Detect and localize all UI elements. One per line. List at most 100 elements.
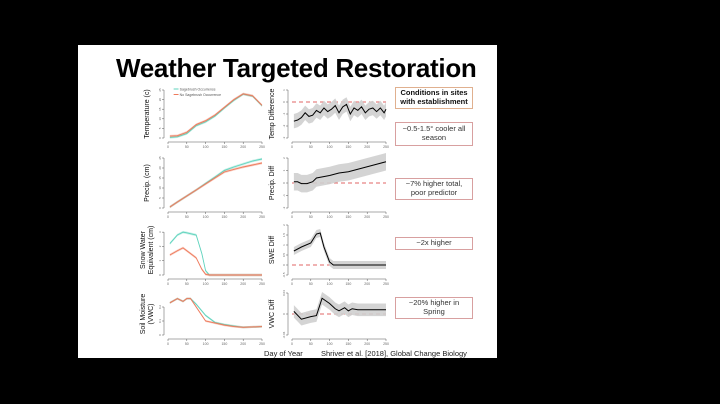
precip_diff-x-tick-label: 200 — [364, 215, 370, 219]
legend-label-0: Sagebrush Occurrence — [180, 87, 216, 91]
precip_diff-y-tick-label: -1 — [282, 194, 286, 197]
swe-y-tick-label: 0 — [158, 274, 162, 276]
vwc_diff-y-tick-label: 0 — [282, 313, 286, 315]
temp-y-tick-label: 5 — [158, 127, 162, 129]
precip-x-tick-label: 200 — [240, 215, 246, 219]
precip_diff-y-label: Precip. Diff — [269, 166, 276, 200]
temp-y-tick-label: 10 — [158, 117, 162, 121]
temp_diff-band-0 — [293, 97, 386, 129]
temp_diff-x-tick-label: 150 — [345, 145, 351, 149]
swe-note-box: ~2x higher — [395, 237, 473, 250]
slide: Weather Targeted Restoration Conditions … — [78, 45, 497, 358]
temp_diff-x-tick-label: 50 — [309, 145, 313, 149]
precip-y-tick-label: 15 — [158, 176, 162, 180]
vwc-x-tick-label: 100 — [203, 342, 209, 346]
precip-y-tick-label: 10 — [158, 186, 162, 190]
precip-series-no-sagebrush-occurrence — [169, 162, 263, 208]
precip_diff-y-tick-label: -2 — [282, 206, 286, 209]
temp_diff-y-tick-label: -3 — [282, 136, 286, 139]
precip_diff-x-tick-label: 150 — [345, 215, 351, 219]
temp-y-tick-label: 25 — [158, 88, 162, 92]
slide-title: Weather Targeted Restoration — [116, 53, 477, 83]
temp-y-tick-label: 20 — [158, 98, 162, 102]
vwc_diff-x-tick-label: 150 — [345, 342, 351, 346]
precip-y-tick-label: 5 — [158, 197, 162, 199]
vwc-x-tick-label: 250 — [259, 342, 265, 346]
precip_diff-x-tick-label: 50 — [309, 215, 313, 219]
swe-series-no-sagebrush-occurrence — [169, 247, 262, 276]
temp_diff-y-tick-label: 1 — [282, 89, 286, 91]
vwc_diff-y-tick-label: 0.04 — [282, 290, 286, 296]
swe-y-label: Equivalent (cm) — [148, 226, 155, 275]
temp_diff-y-tick-label: -2 — [282, 124, 286, 127]
temp-series-sagebrush-occurrence — [169, 93, 263, 138]
swe_diff-x-tick-label: 200 — [364, 282, 370, 286]
vwc_diff-y-label: VWC Diff — [269, 300, 276, 329]
temp_diff-y-tick-label: 0 — [282, 101, 286, 103]
precip-y-tick-label: 20 — [158, 166, 162, 170]
temp-y-label: Temperature (c) — [144, 89, 151, 138]
vwc-note-box: ~20% higher in Spring — [395, 297, 473, 319]
temp-x-tick-label: 150 — [221, 145, 227, 149]
precip-y-label: Precip. (cm) — [144, 164, 151, 202]
vwc-y-tick-label: 0.2 — [158, 305, 162, 310]
swe_diff-y-tick-label: -0.5 — [282, 272, 286, 278]
swe-x-tick-label: 50 — [185, 282, 189, 286]
swe_diff-x-tick-label: 100 — [327, 282, 333, 286]
precip_diff-y-tick-label: 1 — [282, 169, 286, 171]
precip-y-tick-label: 25 — [158, 156, 162, 160]
temp_diff-x-tick-label: 250 — [383, 145, 389, 149]
temp-x-tick-label: 0 — [167, 145, 169, 149]
swe_diff-y-tick-label: 1 — [282, 244, 286, 246]
temp_diff-x-tick-label: 200 — [364, 145, 370, 149]
swe-x-tick-label: 100 — [203, 282, 209, 286]
precip-x-tick-label: 0 — [167, 215, 169, 219]
temp_diff-series-difference — [293, 103, 387, 122]
precip_diff-y-tick-label: 2 — [282, 157, 286, 159]
temp_diff-x-tick-label: 0 — [291, 145, 293, 149]
swe_diff-series-difference — [293, 232, 386, 266]
temp-note-box: ~0.5-1.5° cooler all season — [395, 122, 473, 146]
swe-x-tick-label: 0 — [167, 282, 169, 286]
vwc_diff-x-tick-label: 50 — [309, 342, 313, 346]
vwc-x-tick-label: 150 — [221, 342, 227, 346]
swe_diff-y-tick-label: 0 — [282, 264, 286, 266]
swe-x-tick-label: 200 — [240, 282, 246, 286]
temp_diff-x-tick-label: 100 — [327, 145, 333, 149]
vwc_diff-x-tick-label: 200 — [364, 342, 370, 346]
conditions-heading-box: Conditions in sites with establishment — [395, 87, 473, 109]
swe-band-0 — [169, 230, 262, 277]
swe-y-tick-label: 2 — [158, 245, 162, 247]
swe_diff-y-label: SWE Diff — [269, 236, 276, 264]
vwc-y-tick-label: 0 — [158, 334, 162, 336]
swe_diff-x-tick-label: 50 — [309, 282, 313, 286]
swe_diff-x-tick-label: 250 — [383, 282, 389, 286]
precip_diff-y-tick-label: 0 — [282, 182, 286, 184]
temp_diff-y-label: Temp Difference — [269, 88, 276, 139]
precip-x-tick-label: 100 — [203, 215, 209, 219]
temp-x-tick-label: 100 — [203, 145, 209, 149]
swe_diff-x-tick-label: 0 — [291, 282, 293, 286]
precip-x-tick-label: 150 — [221, 215, 227, 219]
swe_diff-y-tick-label: 2 — [282, 224, 286, 226]
precip_diff-x-tick-label: 100 — [327, 215, 333, 219]
vwc_diff-y-tick-label: -0.04 — [282, 331, 286, 338]
precip-band-1 — [169, 161, 262, 209]
citation: Shriver et al. [2018], Global Change Bio… — [321, 349, 467, 358]
swe-y-tick-label: 3 — [158, 231, 162, 233]
precip-y-tick-label: 0 — [158, 207, 162, 209]
vwc-x-tick-label: 50 — [185, 342, 189, 346]
swe-y-tick-label: 1 — [158, 260, 162, 262]
vwc-y-tick-label: 0.1 — [158, 319, 162, 324]
swe-series-sagebrush-occurrence — [169, 231, 262, 276]
swe-y-label: Snow Water — [140, 230, 147, 269]
temp-x-tick-label: 200 — [240, 145, 246, 149]
vwc_diff-band-0 — [293, 291, 386, 326]
x-axis-label: Day of Year — [264, 349, 303, 358]
swe_diff-x-tick-label: 150 — [345, 282, 351, 286]
vwc-x-tick-label: 200 — [240, 342, 246, 346]
legend-label-1: No Sagebrush Occurrence — [180, 93, 221, 97]
temp-y-tick-label: 0 — [158, 137, 162, 139]
swe-x-tick-label: 150 — [221, 282, 227, 286]
